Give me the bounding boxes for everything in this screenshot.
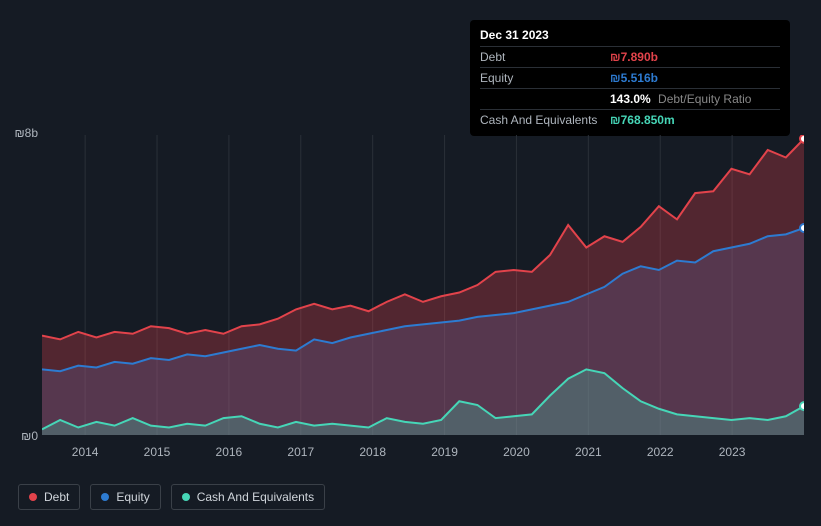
x-axis-label: 2021 bbox=[575, 445, 602, 459]
tooltip-row: Equity₪5.516b bbox=[480, 67, 780, 88]
legend-item-debt[interactable]: Debt bbox=[18, 484, 80, 510]
x-axis-label: 2014 bbox=[72, 445, 99, 459]
debt-area bbox=[42, 139, 804, 435]
tooltip-value: ₪5.516b bbox=[610, 71, 658, 85]
legend-label: Equity bbox=[116, 490, 149, 504]
tooltip-value: ₪7.890b bbox=[610, 50, 658, 64]
tooltip-date: Dec 31 2023 bbox=[480, 26, 780, 46]
x-axis-label: 2017 bbox=[287, 445, 314, 459]
cash-end-marker bbox=[800, 402, 804, 410]
legend-dot-icon bbox=[182, 493, 190, 501]
debt-end-marker bbox=[800, 135, 804, 143]
tooltip-label: Cash And Equivalents bbox=[480, 113, 610, 127]
legend-label: Cash And Equivalents bbox=[197, 490, 314, 504]
tooltip-row: Debt₪7.890b bbox=[480, 46, 780, 67]
tooltip-value: ₪768.850m bbox=[610, 113, 675, 127]
x-axis-label: 2016 bbox=[216, 445, 243, 459]
chart-legend: Debt Equity Cash And Equivalents bbox=[18, 484, 325, 510]
x-axis-label: 2023 bbox=[719, 445, 746, 459]
tooltip-label bbox=[480, 92, 610, 106]
legend-item-cash-and-equivalents[interactable]: Cash And Equivalents bbox=[171, 484, 325, 510]
tooltip-label: Equity bbox=[480, 71, 610, 85]
x-axis-label: 2022 bbox=[647, 445, 674, 459]
legend-label: Debt bbox=[44, 490, 69, 504]
equity-end-marker bbox=[800, 224, 804, 232]
area-chart bbox=[42, 135, 804, 435]
x-axis-label: 2020 bbox=[503, 445, 530, 459]
y-axis-label: ₪0 bbox=[8, 429, 38, 443]
legend-item-equity[interactable]: Equity bbox=[90, 484, 160, 510]
legend-dot-icon bbox=[29, 493, 37, 501]
chart-svg bbox=[42, 135, 804, 435]
tooltip-value: 143.0% Debt/Equity Ratio bbox=[610, 92, 751, 106]
tooltip-rows: Debt₪7.890bEquity₪5.516b143.0% Debt/Equi… bbox=[480, 46, 780, 130]
tooltip-label: Debt bbox=[480, 50, 610, 64]
y-axis-label: ₪8b bbox=[8, 126, 38, 140]
tooltip-row: 143.0% Debt/Equity Ratio bbox=[480, 88, 780, 109]
x-axis-label: 2015 bbox=[144, 445, 171, 459]
x-axis-label: 2019 bbox=[431, 445, 458, 459]
tooltip-row: Cash And Equivalents₪768.850m bbox=[480, 109, 780, 130]
x-axis-label: 2018 bbox=[359, 445, 386, 459]
tooltip-sublabel: Debt/Equity Ratio bbox=[655, 92, 752, 106]
legend-dot-icon bbox=[101, 493, 109, 501]
chart-tooltip: Dec 31 2023 Debt₪7.890bEquity₪5.516b143.… bbox=[470, 20, 790, 136]
